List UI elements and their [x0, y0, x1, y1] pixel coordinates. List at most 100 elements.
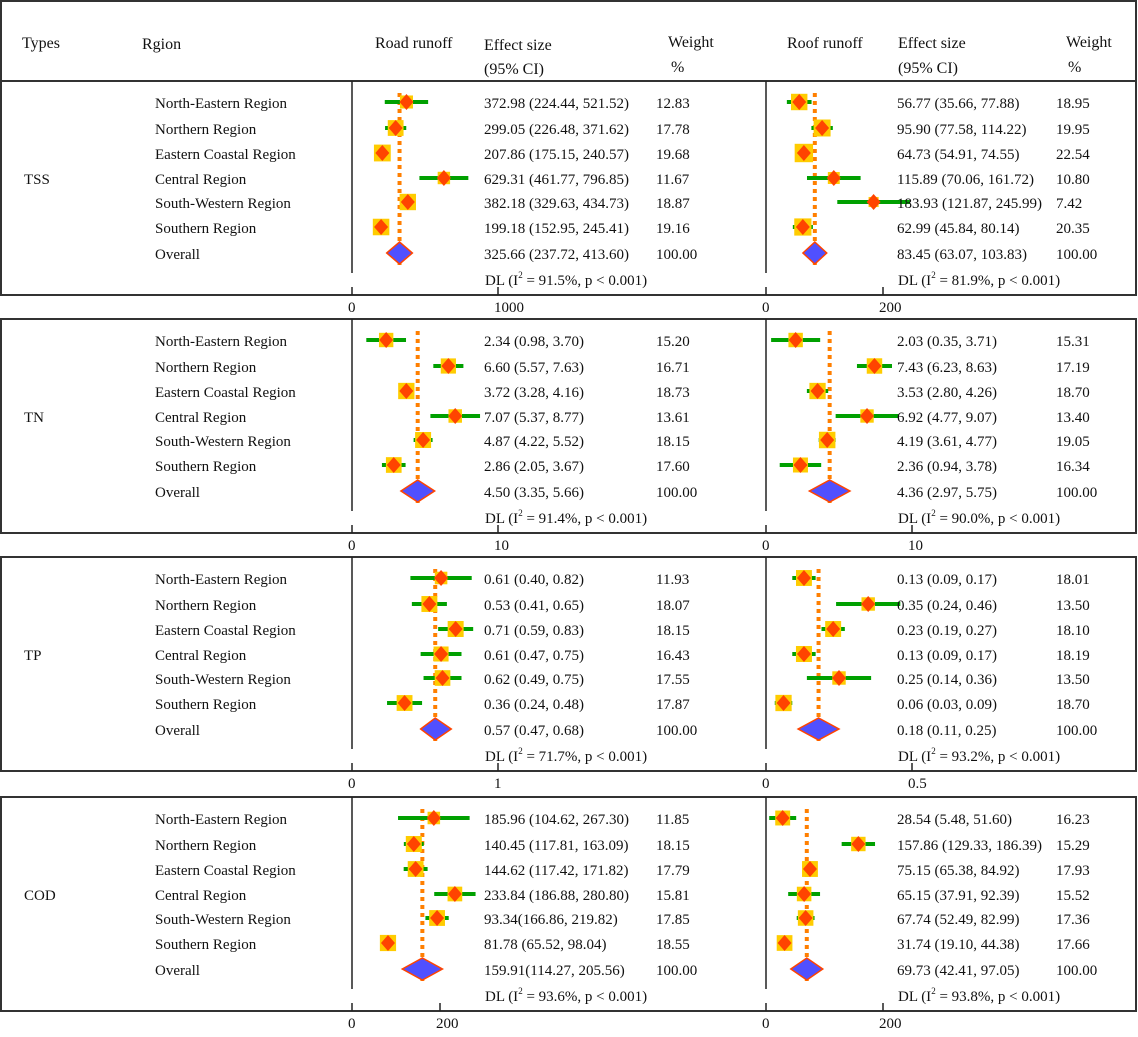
- effect-size-text: 0.71 (0.59, 0.83): [484, 623, 584, 639]
- overall-diamond: [807, 479, 852, 503]
- region-label: Overall: [155, 247, 200, 263]
- type-label: TP: [24, 648, 42, 664]
- point-estimate: [375, 145, 390, 161]
- effect-size-text: 233.84 (186.88, 280.80): [484, 888, 629, 904]
- effect-size-text: 0.57 (0.47, 0.68): [484, 723, 584, 739]
- header: Types Rgion Road runoff Effect size (95%…: [0, 0, 1137, 82]
- effect-size-text: 65.15 (37.91, 92.39): [897, 888, 1020, 904]
- point-estimate: [826, 170, 841, 186]
- point-estimate: [397, 695, 412, 711]
- roof-runoff-forest: 0 0.5 0.13 (0.09, 0.17) 18.01 0.35 (0.24, 0.…: [762, 557, 1097, 792]
- effect-size-text: 207.86 (175.15, 240.57): [484, 147, 629, 163]
- point-estimate: [793, 457, 808, 473]
- weight-text: 18.95: [1056, 96, 1090, 112]
- header-road-weight-pct: %: [671, 59, 684, 76]
- point-estimate: [798, 910, 813, 926]
- weight-text: 16.71: [656, 360, 690, 376]
- weight-text: 22.54: [1056, 147, 1090, 163]
- weight-text: 18.19: [1056, 648, 1090, 664]
- point-estimate: [399, 383, 414, 399]
- header-road-effect-size: Effect size: [484, 37, 552, 54]
- effect-size-text: 159.91(114.27, 205.56): [484, 963, 625, 979]
- type-label: COD: [24, 888, 56, 904]
- axis-tick-label: 0: [762, 300, 770, 316]
- weight-text: 13.61: [656, 410, 690, 426]
- weight-text: 16.34: [1056, 459, 1090, 475]
- point-estimate: [416, 432, 431, 448]
- weight-text: 19.05: [1056, 434, 1090, 450]
- point-estimate: [386, 457, 401, 473]
- panel-tn: TN North-Eastern Region Northern Region Eas…: [0, 318, 1137, 554]
- point-estimate: [797, 886, 812, 902]
- axis-tick-label: 0: [762, 776, 770, 792]
- effect-size-text: 199.18 (152.95, 245.41): [484, 221, 629, 237]
- header-roof-effect-size: Effect size: [898, 35, 966, 52]
- weight-text: 15.20: [656, 334, 690, 350]
- panel-tss: TSS North-Eastern Region Northern Region Ea…: [0, 80, 1137, 316]
- axis-tick-label: 200: [436, 1016, 459, 1032]
- effect-size-text: 115.89 (70.06, 161.72): [897, 172, 1034, 188]
- point-estimate: [792, 94, 807, 110]
- weight-text: 17.60: [656, 459, 690, 475]
- point-estimate: [406, 836, 421, 852]
- type-label: TN: [24, 410, 44, 426]
- effect-size-text: 95.90 (77.58, 114.22): [897, 122, 1026, 138]
- weight-text: 100.00: [656, 485, 697, 501]
- weight-text: 17.93: [1056, 863, 1090, 879]
- effect-size-text: 2.36 (0.94, 3.78): [897, 459, 997, 475]
- road-runoff-forest: 0 1 0.61 (0.40, 0.82) 11.93 0.53 (0.41, 0.65…: [348, 557, 697, 792]
- effect-size-text: 64.73 (54.91, 74.55): [897, 147, 1020, 163]
- panel-tp: TP North-Eastern Region Northern Region Eas…: [0, 556, 1137, 792]
- road-runoff-forest: 0 1000 372.98 (224.44, 521.52) 12.83 299.05 …: [348, 81, 697, 316]
- region-label: North-Eastern Region: [155, 572, 288, 588]
- effect-size-text: 4.50 (3.35, 5.66): [484, 485, 584, 501]
- region-label: Northern Region: [155, 598, 257, 614]
- weight-text: 11.85: [656, 812, 689, 828]
- point-estimate: [826, 621, 841, 637]
- effect-size-text: 62.99 (45.84, 80.14): [897, 221, 1020, 237]
- overall-diamond: [419, 717, 453, 741]
- effect-size-text: 144.62 (117.42, 171.82): [484, 863, 628, 879]
- weight-text: 17.78: [656, 122, 690, 138]
- weight-text: 100.00: [656, 963, 697, 979]
- effect-size-text: 0.61 (0.47, 0.75): [484, 648, 584, 664]
- overall-diamond: [796, 717, 841, 741]
- axis-tick-label: 0: [762, 1016, 770, 1032]
- effect-size-text: 4.87 (4.22, 5.52): [484, 434, 584, 450]
- heterogeneity-stat: DL (I2 = 90.0%, p < 0.001): [898, 508, 1060, 527]
- effect-size-text: 2.34 (0.98, 3.70): [484, 334, 584, 350]
- point-estimate: [777, 935, 792, 951]
- effect-size-text: 56.77 (35.66, 77.88): [897, 96, 1020, 112]
- region-label: North-Eastern Region: [155, 96, 288, 112]
- region-label: South-Western Region: [155, 196, 291, 212]
- weight-text: 100.00: [1056, 723, 1097, 739]
- weight-text: 17.55: [656, 672, 690, 688]
- weight-text: 20.35: [1056, 221, 1090, 237]
- effect-size-text: 4.36 (2.97, 5.75): [897, 485, 997, 501]
- header-road-weight: Weight: [668, 34, 714, 51]
- axis-tick-label: 200: [879, 300, 902, 316]
- effect-size-text: 4.19 (3.61, 4.77): [897, 434, 997, 450]
- weight-text: 17.79: [656, 863, 690, 879]
- point-estimate: [434, 646, 449, 662]
- weight-text: 18.15: [656, 434, 690, 450]
- region-label: Northern Region: [155, 838, 257, 854]
- region-label: Eastern Coastal Region: [155, 385, 296, 401]
- region-label: Northern Region: [155, 122, 257, 138]
- panels: TSS North-Eastern Region Northern Region Ea…: [0, 80, 1137, 1032]
- weight-text: 100.00: [1056, 963, 1097, 979]
- header-roof-weight-pct: %: [1068, 59, 1081, 76]
- effect-size-text: 0.62 (0.49, 0.75): [484, 672, 584, 688]
- point-estimate: [379, 332, 394, 348]
- region-label: North-Eastern Region: [155, 334, 288, 350]
- effect-size-text: 0.53 (0.41, 0.65): [484, 598, 584, 614]
- panel-cod: COD North-Eastern Region Northern Region Ea…: [0, 796, 1137, 1032]
- region-label: Southern Region: [155, 937, 257, 953]
- point-estimate: [388, 120, 403, 136]
- weight-text: 18.70: [1056, 385, 1090, 401]
- weight-text: 11.93: [656, 572, 689, 588]
- point-estimate: [820, 432, 835, 448]
- effect-size-text: 31.74 (19.10, 44.38): [897, 937, 1020, 953]
- point-estimate: [775, 810, 790, 826]
- header-region: Rgion: [142, 36, 181, 53]
